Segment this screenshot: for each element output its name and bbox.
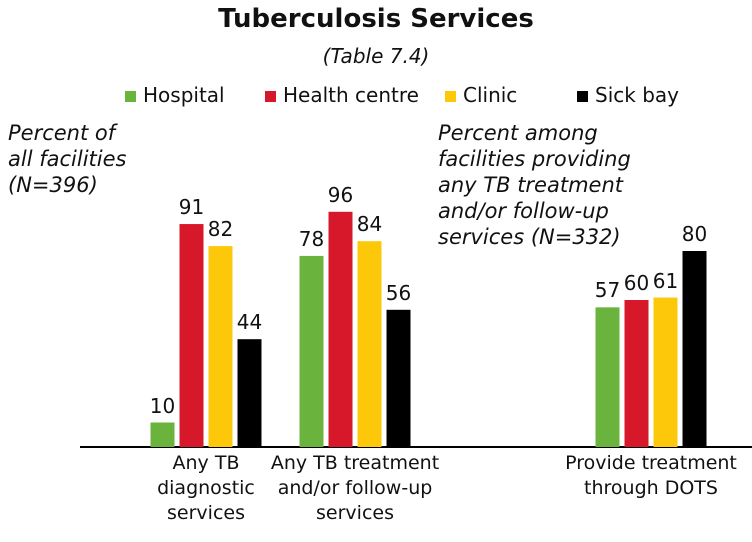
value-label: 44 [236,310,263,335]
x-tick-label: Provide treatment through DOTS [565,452,737,499]
annotation: Percent of all facilities (N=396) [8,121,127,197]
bar [328,211,353,447]
legend-label: Clinic [463,83,518,107]
value-label: 91 [178,195,205,220]
chart-subtitle: (Table 7.4) [322,44,430,68]
bar [179,224,204,447]
x-tick-label: Any TB diagnostic services [157,452,255,524]
value-label: 96 [327,182,354,207]
value-label: 56 [385,280,412,305]
legend-swatch [265,91,276,102]
bar [653,297,678,447]
value-label: 60 [623,271,650,295]
legend-label: Hospital [143,83,225,107]
bar [237,339,262,447]
value-label: 57 [594,278,621,303]
bar [682,251,707,447]
legend-label: Health centre [283,83,419,107]
legend-swatch [445,91,456,102]
bar [299,255,324,447]
legend-swatch [577,91,588,102]
value-label: 80 [681,222,708,246]
value-label: 82 [207,217,234,242]
value-label: 84 [356,212,383,237]
x-tick-label: Any TB treatment and/or follow-up servic… [270,452,440,524]
value-label: 78 [298,226,325,251]
bar [595,307,620,447]
value-label: 10 [149,393,176,418]
legend-swatch [125,91,136,102]
bar [208,246,233,447]
value-label: 61 [652,268,679,293]
bar [357,241,382,447]
bar [150,422,175,447]
bar [386,309,411,447]
chart-title: Tuberculosis Services [218,4,534,34]
legend-label: Sick bay [595,83,679,107]
annotation: Percent among facilities providing any T… [438,121,631,249]
bar [624,300,649,447]
